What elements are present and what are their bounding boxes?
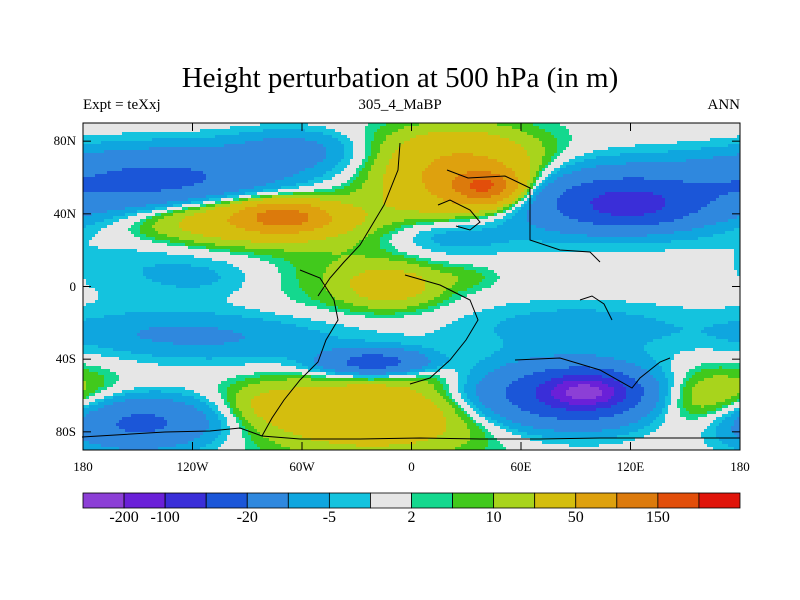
colorbar-swatch [658, 493, 699, 508]
y-tick-label: 80S [0, 424, 76, 440]
colorbar-label: 10 [464, 509, 524, 527]
colorbar-label: -5 [299, 509, 359, 527]
colorbar-swatch [535, 493, 576, 508]
colorbar-swatch [124, 493, 165, 508]
colorbar-swatch [83, 493, 124, 508]
colorbar-swatch [412, 493, 453, 508]
colorbar-swatch [165, 493, 206, 508]
height-field [83, 123, 740, 450]
colorbar-swatch [576, 493, 617, 508]
x-tick-label: 180 [710, 459, 770, 475]
colorbar [83, 493, 740, 508]
colorbar-label: 2 [382, 509, 442, 527]
colorbar-swatch [329, 493, 370, 508]
y-tick-label: 40S [0, 351, 76, 367]
x-tick-label: 180 [53, 459, 113, 475]
colorbar-swatch [288, 493, 329, 508]
x-tick-label: 60E [491, 459, 551, 475]
colorbar-label: -20 [217, 509, 277, 527]
colorbar-swatch [453, 493, 494, 508]
colorbar-swatch [699, 493, 740, 508]
colorbar-swatch [206, 493, 247, 508]
colorbar-label: 150 [628, 509, 688, 527]
colorbar-swatch [247, 493, 288, 508]
y-tick-label: 40N [0, 206, 76, 222]
colorbar-swatch [617, 493, 658, 508]
colorbar-label: -100 [135, 509, 195, 527]
y-tick-label: 0 [0, 279, 76, 295]
colorbar-swatch [494, 493, 535, 508]
x-tick-label: 60W [272, 459, 332, 475]
x-tick-label: 120W [163, 459, 223, 475]
y-tick-label: 80N [0, 133, 76, 149]
x-tick-label: 0 [382, 459, 442, 475]
colorbar-swatch [370, 493, 411, 508]
x-tick-label: 120E [601, 459, 661, 475]
colorbar-label: 50 [546, 509, 606, 527]
